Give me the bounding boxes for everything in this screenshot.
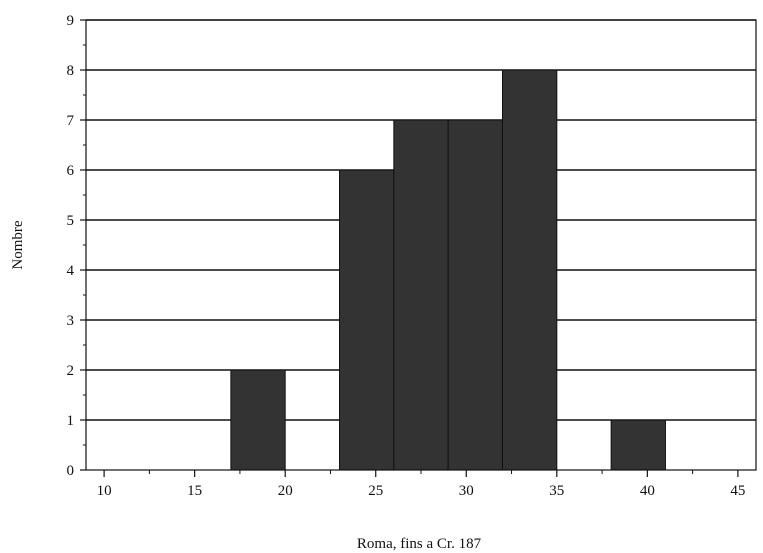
y-tick-label: 3	[67, 313, 75, 329]
x-tick-label: 35	[549, 483, 564, 499]
bar-38-41	[610, 419, 666, 471]
y-tick-label: 7	[67, 113, 75, 129]
y-tick-label: 5	[67, 213, 75, 229]
y-axis-label: Nombre	[10, 220, 26, 269]
x-axis: 10 15 20 25 30 35 40 45	[97, 470, 745, 499]
y-tick-label: 8	[67, 63, 75, 79]
y-tick-label: 0	[67, 463, 75, 479]
y-tick-label: 4	[67, 263, 75, 279]
x-tick-label: 15	[187, 483, 202, 499]
bars	[230, 69, 666, 471]
bar-17-20	[230, 369, 286, 471]
bar-26-29	[393, 119, 449, 471]
bar-29-32	[447, 119, 503, 471]
y-tick-label: 2	[67, 363, 75, 379]
x-tick-label: 10	[97, 483, 112, 499]
bar-32-35	[501, 69, 558, 471]
y-axis: 0 1 2 3 4 5 6 7 8 9	[67, 13, 86, 479]
x-tick-label: 25	[368, 483, 383, 499]
y-tick-label: 1	[67, 413, 75, 429]
y-tick-label: 9	[67, 13, 75, 29]
x-axis-label: Roma, fins a Cr. 187	[357, 536, 482, 552]
bar-23-26	[339, 169, 395, 471]
x-tick-label: 40	[640, 483, 655, 499]
y-tick-label: 6	[67, 163, 75, 179]
x-tick-label: 30	[459, 483, 474, 499]
x-tick-label: 20	[278, 483, 293, 499]
x-tick-label: 45	[730, 483, 745, 499]
